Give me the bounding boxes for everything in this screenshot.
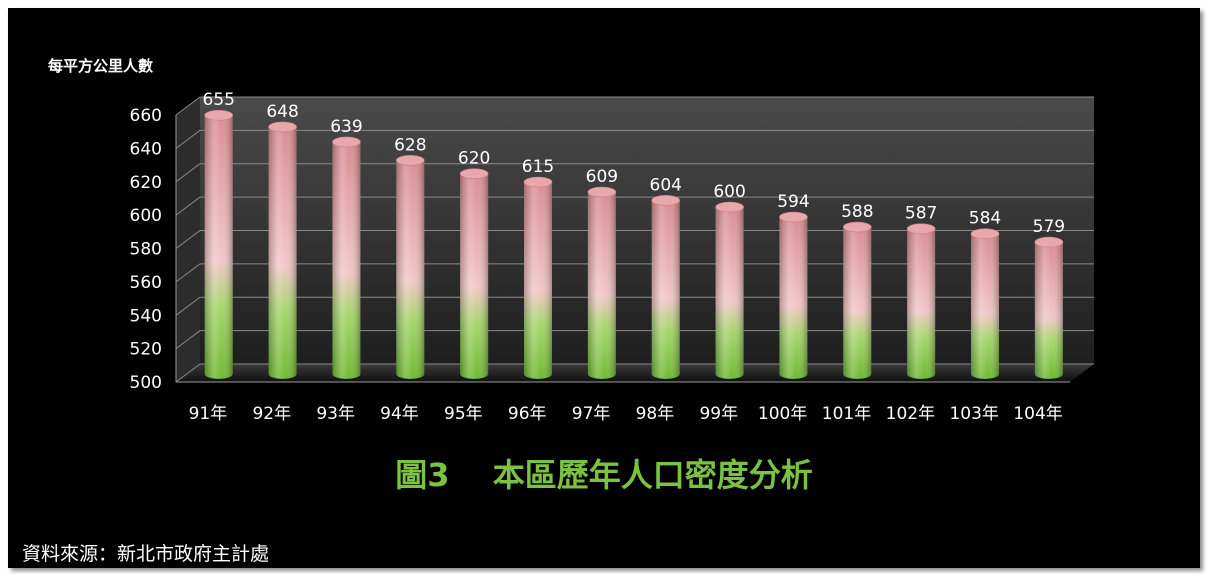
floor [176, 364, 1094, 382]
bar [651, 195, 681, 379]
data-label: 600 [713, 182, 745, 202]
bar-shading [971, 233, 1000, 379]
y-tick-label: 500 [130, 373, 162, 393]
bar-cap [970, 228, 1000, 240]
bar-shading [587, 192, 616, 379]
chart-svg: 500 520 540 560 580 600 620 640 660 655 91年 648 92年… [22, 57, 1094, 565]
x-tick-label: 95年 [444, 404, 483, 424]
bar [332, 136, 361, 379]
bar-shading [268, 126, 297, 379]
data-label: 588 [841, 202, 873, 222]
chart-frame: 500 520 540 560 580 600 620 640 660 655 91年 648 92年… [8, 8, 1200, 568]
y-tick-label: 660 [130, 106, 162, 126]
x-tick-label: 92年 [252, 404, 291, 424]
y-axis-label: 每平方公里人數 [48, 57, 153, 75]
y-tick-label: 640 [130, 139, 162, 159]
y-tick-label: 520 [130, 340, 162, 360]
bar-shading [907, 228, 936, 379]
chart-title: 圖3 本區歷年人口密度分析 [395, 456, 812, 494]
data-label: 594 [777, 192, 809, 212]
bar-shading [332, 141, 361, 379]
gridline [175, 163, 1094, 183]
x-tick-label: 102年 [886, 404, 935, 424]
data-label: 584 [969, 209, 1001, 229]
bar-cap [395, 155, 425, 166]
bar [906, 223, 936, 379]
bar-shading [779, 217, 808, 379]
bar-cap [1034, 236, 1064, 248]
x-tick-label: 97年 [572, 404, 611, 424]
source-note: 資料來源：新北市政府主計處 [22, 543, 269, 565]
data-label: 604 [650, 175, 682, 195]
bar-cap [842, 221, 872, 233]
data-label: 579 [1033, 217, 1065, 237]
data-label: 639 [330, 117, 362, 137]
bar-cap [332, 136, 361, 148]
bar-cap [268, 121, 297, 133]
bar-cap [906, 223, 936, 235]
y-tick-label: 560 [130, 273, 162, 293]
x-tick-label: 98年 [636, 404, 675, 424]
bar [204, 109, 234, 379]
bar [395, 155, 425, 379]
bar-cap [459, 168, 489, 179]
data-label: 615 [522, 157, 554, 177]
gridline [175, 96, 1094, 116]
x-tick-label: 104年 [1013, 404, 1062, 424]
y-tick-label: 540 [130, 306, 162, 326]
x-tick-label: 94年 [380, 404, 419, 424]
data-label: 628 [394, 135, 426, 155]
bar-shading [651, 200, 680, 379]
bar [970, 228, 1000, 379]
y-tick-label: 580 [130, 240, 162, 260]
bar [779, 211, 808, 379]
data-label: 609 [586, 167, 618, 187]
bar-shading [396, 160, 425, 379]
bar [715, 201, 744, 379]
bar-cap [715, 201, 744, 213]
bar-cap [587, 186, 617, 198]
bar-cap [523, 176, 553, 188]
bar-shading [715, 207, 744, 379]
bar [587, 186, 617, 379]
bar-cap [651, 195, 681, 206]
x-tick-label: 101年 [822, 404, 871, 424]
bar-shading [204, 115, 233, 379]
x-tick-label: 103年 [949, 404, 998, 424]
x-tick-label: 99年 [699, 404, 738, 424]
bar-shading [460, 173, 489, 379]
bar-shading [843, 227, 872, 379]
data-label: 655 [203, 90, 235, 110]
gridline [175, 129, 1094, 149]
gridline [175, 196, 1094, 216]
bar [842, 221, 872, 379]
data-label: 620 [458, 149, 490, 169]
bar-shading [1034, 242, 1063, 379]
x-tick-label: 100年 [758, 404, 807, 424]
bar [1034, 236, 1064, 379]
y-tick-label: 600 [130, 206, 162, 226]
y-tick-label: 620 [130, 173, 162, 193]
x-tick-label: 96年 [508, 404, 547, 424]
bar [459, 168, 489, 379]
x-tick-label: 93年 [316, 404, 355, 424]
data-label: 587 [905, 204, 937, 224]
x-tick-label: 91年 [189, 404, 228, 424]
bar [523, 176, 553, 379]
bar-cap [779, 211, 808, 223]
bar-cap [204, 109, 234, 121]
data-label: 648 [266, 102, 298, 122]
bar [268, 121, 297, 379]
bar-shading [524, 181, 553, 379]
